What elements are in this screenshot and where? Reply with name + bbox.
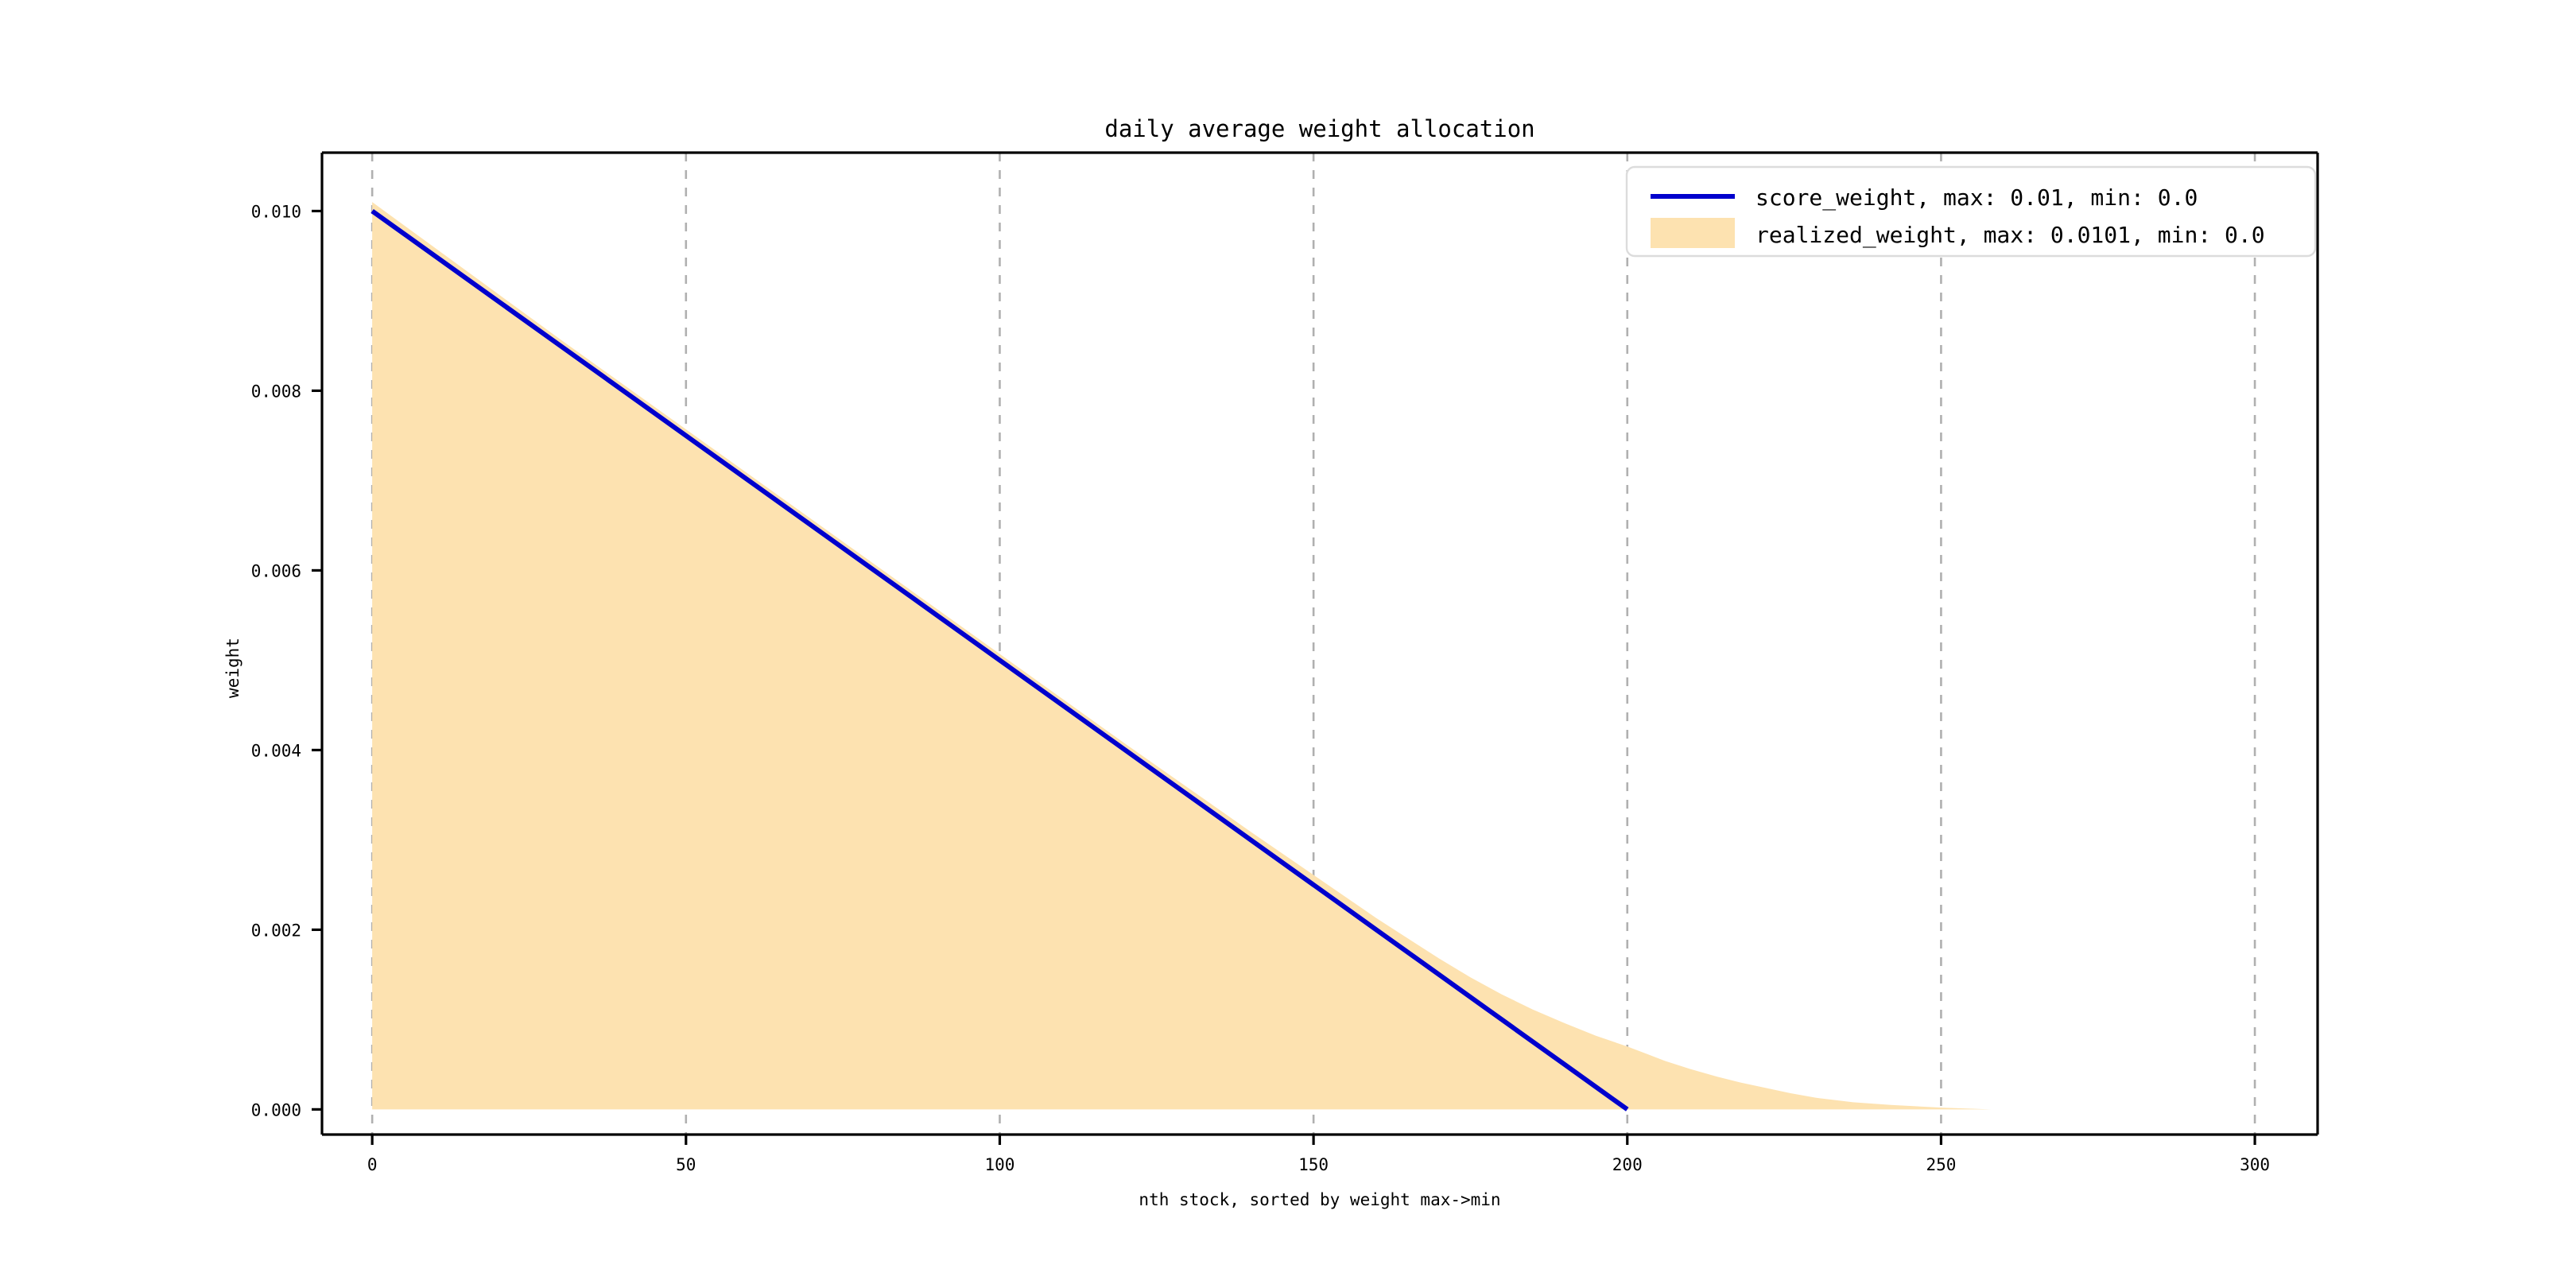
line-score_weight: [370, 209, 1629, 1111]
area-realized_weight: [372, 202, 1992, 1110]
realized-weight-area: [372, 202, 1992, 1110]
legend-entry-realized-weight[interactable]: realized_weight, max: 0.0101, min: 0.0: [1651, 218, 2265, 249]
x-tick-label-300: 300: [2240, 1155, 2270, 1174]
y-tick-label-3: 0.006: [251, 561, 301, 580]
legend-background: [1625, 165, 2317, 258]
x-tick-label-0: 0: [367, 1155, 378, 1174]
y-tick-label-5: 0.010: [251, 202, 301, 221]
chart-legend[interactable]: score_weight, max: 0.01, min: 0.0 realiz…: [1625, 165, 2317, 258]
legend-label-score-weight: score_weight, max: 0.01, min: 0.0: [1755, 184, 2198, 211]
x-tick-label-150: 150: [1298, 1155, 1329, 1174]
x-tick-label-250: 250: [1926, 1155, 1956, 1174]
y-axis-label: weight: [223, 638, 242, 698]
y-axis-ticks: 0.000 0.002 0.004 0.006 0.008 0.010: [251, 202, 322, 1119]
legend-label-realized-weight: realized_weight, max: 0.0101, min: 0.0: [1755, 222, 2265, 249]
legend-patch-swatch: [1651, 218, 1735, 248]
y-tick-label-2: 0.004: [251, 741, 301, 760]
x-tick-label-100: 100: [984, 1155, 1014, 1174]
y-tick-label-1: 0.002: [251, 921, 301, 940]
x-tick-label-200: 200: [1612, 1155, 1643, 1174]
chart-title: daily average weight allocation: [1104, 115, 1534, 142]
y-tick-label-0: 0.000: [251, 1100, 301, 1119]
x-tick-label-50: 50: [676, 1155, 696, 1174]
plot-spines: [320, 151, 2319, 1136]
x-axis-ticks: 0 50 100 150 200 250 300: [367, 1135, 2270, 1174]
score-weight-line: [370, 209, 1629, 1111]
y-tick-label-4: 0.008: [251, 382, 301, 401]
x-axis-label: nth stock, sorted by weight max->min: [1139, 1190, 1500, 1209]
legend-entry-score-weight[interactable]: score_weight, max: 0.01, min: 0.0: [1651, 184, 2198, 211]
